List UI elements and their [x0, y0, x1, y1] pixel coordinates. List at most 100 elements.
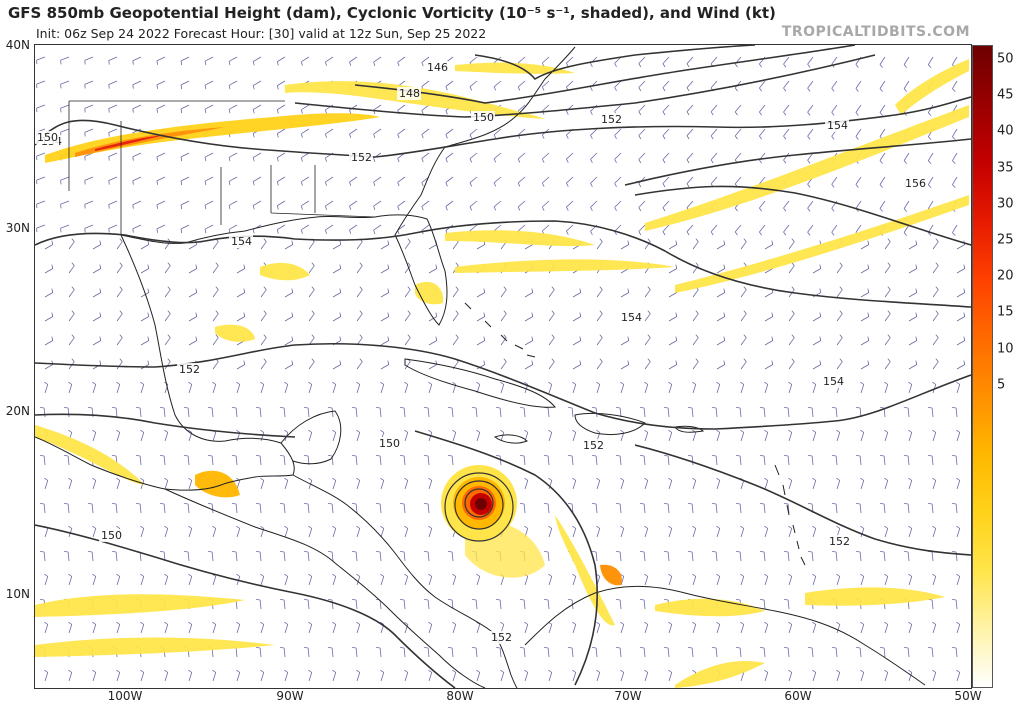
wind-barb-flag: [771, 360, 774, 365]
wind-barb: [253, 80, 262, 86]
wind-barb-flag: [734, 111, 738, 116]
wind-barb: [566, 224, 574, 232]
wind-barb: [788, 337, 795, 346]
wind-barb-flag: [831, 136, 835, 140]
wind-barb-flag: [928, 136, 932, 140]
wind-barb: [259, 551, 262, 562]
wind-barb-flag: [935, 334, 939, 338]
wind-barb-flag: [517, 86, 521, 91]
wind-barb-flag: [664, 407, 669, 409]
wind-barb: [931, 647, 934, 658]
wind-barb-flag: [88, 551, 93, 553]
wind-barb: [493, 80, 502, 88]
wind-barb: [643, 599, 646, 610]
wind-barb: [212, 384, 217, 394]
wind-barb: [740, 528, 745, 538]
wind-barb-flag: [160, 407, 165, 409]
wind-barb: [860, 316, 869, 322]
wind-barb: [734, 128, 742, 137]
wind-barb-flag: [311, 286, 315, 290]
wind-barb-flag: [99, 288, 102, 293]
colorbar-tick-label: 40: [997, 123, 1014, 139]
wind-barb-flag: [400, 503, 405, 505]
wind-barb: [668, 268, 677, 274]
wind-barb: [619, 599, 622, 610]
wind-barb-flag: [311, 310, 315, 314]
wind-barb: [662, 200, 670, 208]
wind-barb-flag: [208, 503, 213, 505]
wind-barb: [548, 313, 555, 322]
wind-barb-flag: [308, 573, 313, 577]
wind-barb: [259, 407, 262, 418]
wind-barb-flag: [884, 429, 889, 433]
wind-barb: [428, 364, 437, 370]
wind-barb-flag: [592, 503, 597, 505]
wind-barb: [763, 407, 766, 418]
wind-barb-flag: [952, 160, 956, 164]
wind-barb-flag: [952, 551, 957, 553]
wind-barb-flag: [404, 525, 409, 529]
wind-barb-flag: [616, 647, 621, 649]
wind-barb-flag: [640, 551, 645, 553]
wind-barb-flag: [300, 133, 303, 138]
wind-barb-flag: [784, 647, 789, 649]
wind-barb: [907, 407, 910, 418]
weather-map[interactable]: 1461481501521541541521541541561521541521…: [34, 44, 972, 689]
wind-barb: [517, 152, 526, 160]
wind-barb: [860, 432, 865, 442]
wind-barb: [932, 672, 937, 682]
wind-barb-flag: [503, 310, 507, 314]
wind-barb: [614, 128, 622, 136]
wind-barb: [373, 224, 382, 231]
wind-barb-flag: [252, 181, 255, 186]
wind-barb-flag: [832, 503, 837, 505]
wind-barb: [332, 268, 341, 274]
lon-label: 50W: [954, 689, 982, 703]
wind-barb: [500, 289, 507, 298]
wind-barb: [740, 361, 747, 370]
wind-barb-flag: [147, 360, 150, 365]
wind-barb: [740, 289, 747, 298]
wind-barb-flag: [260, 525, 265, 529]
wind-barb-flag: [276, 205, 279, 210]
wind-barb: [84, 200, 94, 205]
wind-barb-flag: [932, 669, 937, 673]
wind-barb-flag: [435, 264, 438, 269]
wind-barb: [331, 647, 334, 658]
contour-label: 150: [379, 437, 400, 450]
wind-barb-flag: [188, 429, 193, 433]
wind-barb: [308, 241, 315, 250]
wind-barb: [572, 432, 577, 442]
wind-barb: [879, 104, 886, 113]
wind-barb: [956, 316, 965, 322]
wind-barb-flag: [952, 599, 957, 601]
wind-barb: [740, 337, 747, 346]
wind-barb: [108, 128, 118, 133]
wind-barb-flag: [51, 312, 54, 317]
wind-barb-flag: [483, 312, 486, 317]
wind-barb: [836, 289, 843, 298]
wind-barb-flag: [668, 621, 673, 625]
wind-barb: [548, 672, 553, 682]
wind-barb: [836, 576, 841, 586]
wind-barb: [60, 176, 70, 181]
wind-barb-flag: [164, 525, 169, 529]
wind-barb-flag: [791, 238, 795, 242]
wind-barb-flag: [40, 599, 45, 601]
wind-barb: [404, 313, 411, 322]
wind-barb-flag: [99, 240, 102, 245]
wind-barb: [836, 432, 841, 442]
wind-barb: [692, 528, 697, 538]
contour-label: 150: [473, 111, 494, 124]
wind-barb-flag: [116, 621, 121, 625]
wind-barb: [421, 128, 430, 135]
wind-barb: [404, 241, 411, 250]
wind-barb-flag: [928, 232, 932, 236]
wind-barb: [452, 289, 459, 298]
wind-barb-flag: [638, 207, 642, 212]
wind-barb: [783, 224, 790, 233]
wind-barb: [547, 407, 550, 418]
wind-barb-flag: [84, 228, 86, 233]
wind-barb-flag: [692, 573, 697, 577]
wind-barb: [716, 364, 725, 370]
